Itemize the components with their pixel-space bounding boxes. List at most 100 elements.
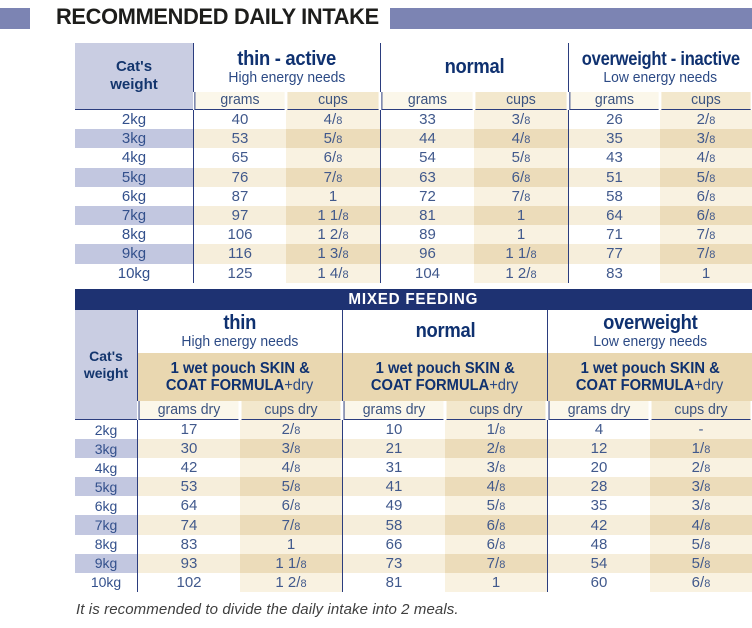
- cups-value-cell: 7/8: [240, 515, 342, 535]
- grams-value-cell: 74: [137, 515, 240, 535]
- cups-value-cell: 1 4/8: [286, 263, 380, 283]
- grams-value-cell: 104: [380, 263, 474, 283]
- grams-value-cell: 10: [342, 420, 445, 440]
- column-title: normal: [415, 319, 475, 342]
- subheader-grams: grams: [569, 92, 659, 110]
- grams-value-cell: 96: [380, 244, 474, 264]
- grams-value-cell: 125: [193, 263, 286, 283]
- cups-value-cell: 1 2/8: [474, 263, 568, 283]
- weight-cell: 8kg: [121, 226, 147, 244]
- cups-value-cell: 1 1/8: [474, 244, 568, 264]
- cups-value-cell: 1 2/8: [286, 225, 380, 245]
- column-header-thin: thin High energy needs: [137, 310, 342, 353]
- weight-cell: 7kg: [75, 515, 137, 535]
- weight-cell: 3kg: [75, 129, 193, 149]
- grams-value-cell: 41: [342, 477, 445, 497]
- subheader-grams: grams: [194, 92, 285, 110]
- cups-value-cell: 1/8: [445, 420, 547, 440]
- grams-value-cell: 35: [568, 129, 660, 149]
- grams-value-cell: 73: [342, 553, 445, 573]
- cups-value-cell: 1 1/8: [286, 205, 380, 226]
- weight-cell: 6kg: [121, 187, 147, 205]
- pouch-note-normal: 1 wet pouch SKIN & COAT FORMULA+dry: [342, 353, 547, 401]
- cups-value-cell: 3/8: [474, 110, 568, 130]
- cups-value-cell: 3/8: [650, 496, 752, 516]
- grams-value-cell: 49: [342, 496, 445, 516]
- cups-value-cell: 1 3/8: [286, 244, 380, 264]
- grams-value-cell: 58: [342, 515, 445, 535]
- column-title: normal: [444, 55, 505, 78]
- weight-cell: 7kg: [75, 205, 193, 226]
- grams-value-cell: 54: [547, 553, 650, 573]
- grams-value-cell: 64: [568, 205, 660, 226]
- subheader-cups: cups: [661, 92, 751, 110]
- cups-value-cell: 7/8: [660, 225, 752, 245]
- pouch-line2: COAT FORMULA+dry: [576, 377, 724, 394]
- cups-value-cell: 5/8: [650, 534, 752, 554]
- page-title: RECOMMENDED DAILY INTAKE: [56, 3, 379, 29]
- cups-value-cell: 3/8: [240, 439, 342, 459]
- weight-cell: 5kg: [75, 477, 137, 497]
- mixed-feeding-table: Cat's weight thin High energy needs norm…: [75, 310, 752, 592]
- weight-cell: 8kg: [94, 536, 118, 553]
- grams-value-cell: 33: [380, 110, 474, 130]
- subheader-grams-dry: grams dry: [548, 401, 649, 420]
- grams-value-cell: 81: [380, 205, 474, 226]
- cups-value-cell: 1 2/8: [240, 572, 342, 592]
- grams-value-cell: 12: [547, 439, 650, 459]
- cups-value-cell: 2/8: [650, 458, 752, 478]
- cups-value-cell: 1/8: [650, 439, 752, 459]
- cups-value-cell: 4/8: [650, 515, 752, 535]
- grams-value-cell: 31: [342, 458, 445, 478]
- cups-value-cell: 1: [445, 572, 547, 592]
- grams-value-cell: 51: [568, 167, 660, 187]
- column-subtitle: Low energy needs: [593, 334, 707, 351]
- column-header-overweight-inactive: overweight - inactive Low energy needs: [568, 43, 752, 92]
- cups-value-cell: 2/8: [660, 110, 752, 130]
- weight-column-header: Cat's weight: [75, 310, 137, 420]
- cups-value-cell: 6/8: [240, 496, 342, 516]
- pouch-note-overweight: 1 wet pouch SKIN & COAT FORMULA+dry: [547, 353, 752, 401]
- mixed-feeding-title: MIXED FEEDING: [348, 290, 479, 308]
- banner-bar-left: [0, 8, 30, 29]
- column-header-normal: normal: [380, 43, 568, 92]
- column-title: overweight: [602, 312, 698, 335]
- column-title: thin - active: [237, 48, 337, 71]
- pouch-line1: 1 wet pouch SKIN &: [170, 359, 310, 377]
- grams-value-cell: 83: [568, 263, 660, 283]
- cups-value-cell: 5/8: [474, 148, 568, 168]
- cups-value-cell: 3/8: [650, 477, 752, 497]
- cups-value-cell: 3/8: [445, 458, 547, 478]
- weight-cell: 2kg: [121, 111, 147, 129]
- cups-value-cell: 4/8: [240, 458, 342, 478]
- grams-value-cell: 102: [137, 572, 240, 592]
- grams-value-cell: 35: [547, 496, 650, 516]
- grams-value-cell: 44: [380, 129, 474, 149]
- cups-value-cell: 6/8: [660, 186, 752, 206]
- grams-value-cell: 42: [137, 458, 240, 478]
- grams-value-cell: 77: [568, 244, 660, 264]
- grams-value-cell: 64: [137, 496, 240, 516]
- column-header-overweight: overweight Low energy needs: [547, 310, 752, 353]
- cups-value-cell: 5/8: [660, 167, 752, 187]
- cups-value-cell: 5/8: [286, 129, 380, 149]
- cups-value-cell: 7/8: [474, 186, 568, 206]
- grams-value-cell: 97: [193, 205, 286, 226]
- cups-value-cell: 1: [660, 263, 752, 283]
- grams-value-cell: 40: [193, 110, 286, 130]
- cups-value-cell: 4/8: [660, 148, 752, 168]
- weight-cell: 6kg: [94, 497, 118, 514]
- weight-cell: 9kg: [75, 244, 193, 264]
- cups-value-cell: 4/8: [286, 110, 380, 130]
- weight-cell: 10kg: [90, 574, 122, 591]
- grams-value-cell: 72: [380, 186, 474, 206]
- cups-value-cell: 3/8: [660, 129, 752, 149]
- cups-value-cell: 5/8: [650, 553, 752, 573]
- subheader-cups-dry: cups dry: [241, 401, 341, 420]
- subheader-cups-dry: cups dry: [446, 401, 546, 420]
- cups-value-cell: 6/8: [650, 572, 752, 592]
- daily-intake-table: Cat's weight thin - active High energy n…: [75, 43, 752, 283]
- column-title: overweight - inactive: [581, 48, 740, 70]
- pouch-note-thin: 1 wet pouch SKIN & COAT FORMULA+dry: [137, 353, 342, 401]
